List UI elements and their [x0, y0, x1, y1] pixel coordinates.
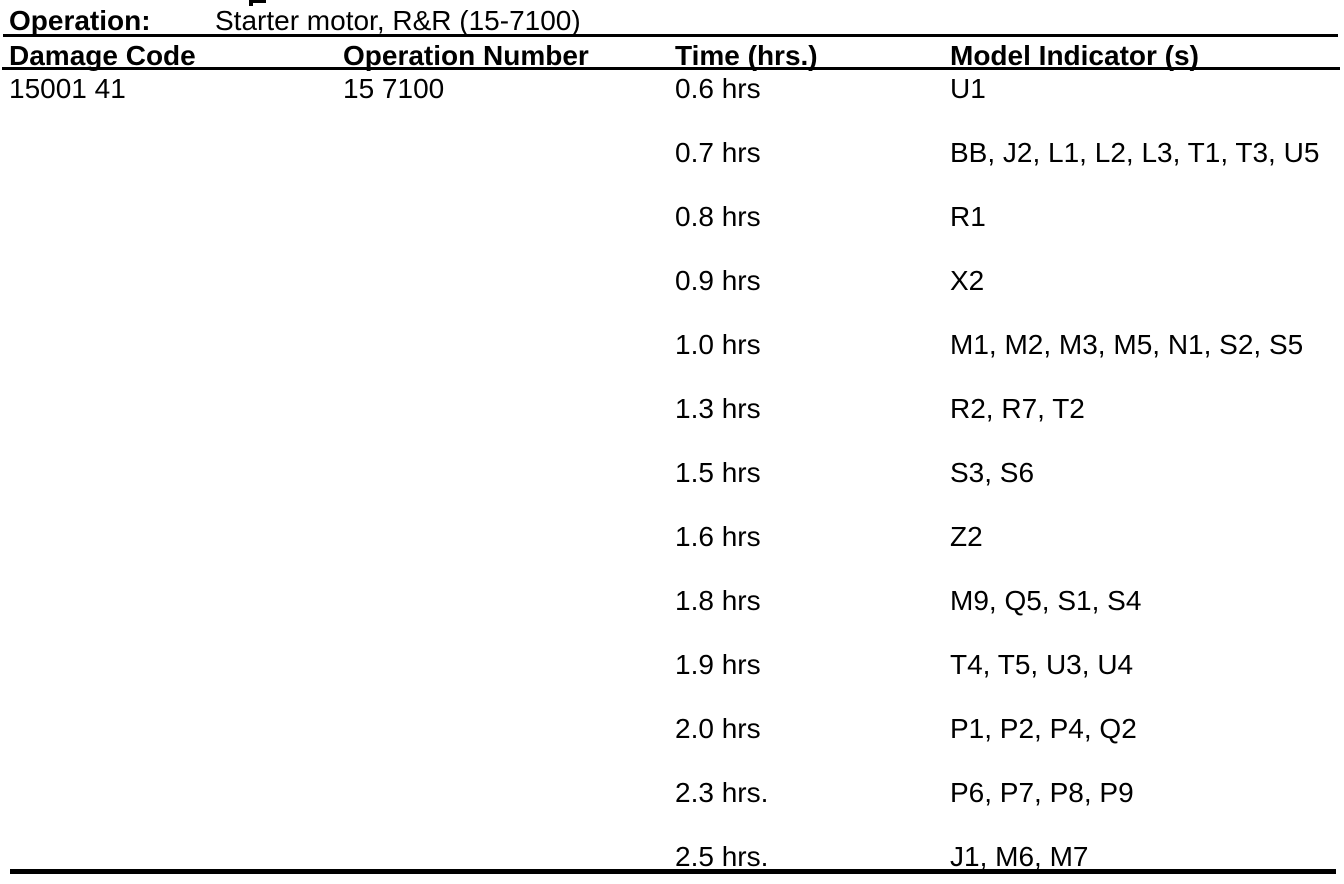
time-cell: 0.8 hrs	[675, 201, 761, 232]
column-header-time: Time (hrs.)	[675, 40, 818, 71]
column-header-operation-number: Operation Number	[343, 40, 589, 71]
column-header-damage-code: Damage Code	[9, 40, 196, 71]
model-indicators-cell: P6, P7, P8, P9	[950, 777, 1134, 808]
time-cell: 1.3 hrs	[675, 393, 761, 424]
time-cell: 0.9 hrs	[675, 265, 761, 296]
model-indicators-cell: R1	[950, 201, 986, 232]
column-header-model-indicators: Model Indicator (s)	[950, 40, 1199, 71]
model-indicators-cell: BB, J2, L1, L2, L3, T1, T3, U5	[950, 137, 1320, 168]
time-cell: 0.6 hrs	[675, 73, 761, 104]
model-indicators-cell: J1, M6, M7	[950, 841, 1089, 872]
model-indicators-cell: M9, Q5, S1, S4	[950, 585, 1142, 616]
divider-top	[3, 34, 1338, 37]
time-cell: 1.6 hrs	[675, 521, 761, 552]
time-cell: 1.9 hrs	[675, 649, 761, 680]
model-indicators-cell: M1, M2, M3, M5, N1, S2, S5	[950, 329, 1304, 360]
time-cell: 2.0 hrs	[675, 713, 761, 744]
time-cell: 1.0 hrs	[675, 329, 761, 360]
operation-label: Operation:	[9, 5, 151, 36]
time-cell: 1.5 hrs	[675, 457, 761, 488]
scan-artifact	[249, 0, 253, 6]
operation-value: Starter motor, R&R (15-7100)	[215, 5, 581, 36]
model-indicators-cell: T4, T5, U3, U4	[950, 649, 1134, 680]
time-cell: 2.3 hrs.	[675, 777, 769, 808]
model-indicators-cell: X2	[950, 265, 985, 296]
scan-artifact	[252, 0, 266, 3]
model-indicators-cell: P1, P2, P4, Q2	[950, 713, 1137, 744]
operation-number-cell: 15 7100	[343, 73, 445, 104]
model-indicators-cell: R2, R7, T2	[950, 393, 1085, 424]
model-indicators-cell: U1	[950, 73, 986, 104]
time-cell: 0.7 hrs	[675, 137, 761, 168]
time-cell: 2.5 hrs.	[675, 841, 769, 872]
divider-bottom	[10, 869, 1336, 874]
model-indicators-cell: S3, S6	[950, 457, 1035, 488]
model-indicators-cell: Z2	[950, 521, 983, 552]
divider-header	[2, 67, 1340, 70]
time-cell: 1.8 hrs	[675, 585, 761, 616]
damage-code-cell: 15001 41	[9, 73, 126, 104]
